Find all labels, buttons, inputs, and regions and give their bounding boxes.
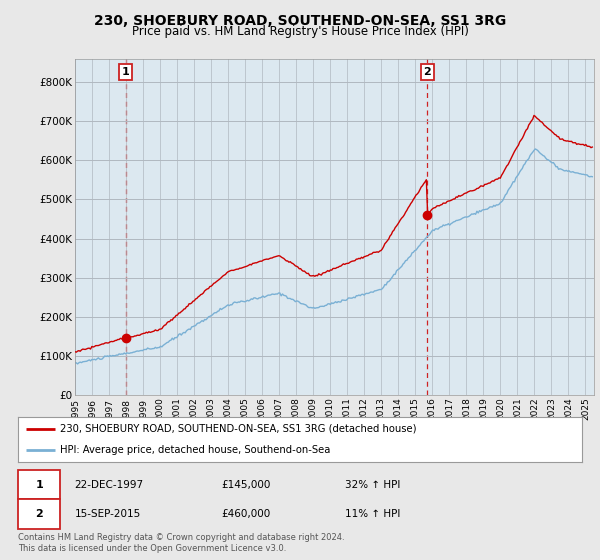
Text: Contains HM Land Registry data © Crown copyright and database right 2024.
This d: Contains HM Land Registry data © Crown c… [18,533,344,553]
Text: 2: 2 [35,509,43,519]
FancyBboxPatch shape [18,470,60,500]
Text: 230, SHOEBURY ROAD, SOUTHEND-ON-SEA, SS1 3RG: 230, SHOEBURY ROAD, SOUTHEND-ON-SEA, SS1… [94,14,506,28]
Text: HPI: Average price, detached house, Southend-on-Sea: HPI: Average price, detached house, Sout… [60,445,331,455]
Text: 11% ↑ HPI: 11% ↑ HPI [345,509,400,519]
Text: £145,000: £145,000 [221,480,271,490]
FancyBboxPatch shape [18,500,60,529]
Text: 15-SEP-2015: 15-SEP-2015 [74,509,140,519]
Text: 1: 1 [35,480,43,490]
Text: £460,000: £460,000 [221,509,270,519]
Text: Price paid vs. HM Land Registry's House Price Index (HPI): Price paid vs. HM Land Registry's House … [131,25,469,38]
Text: 2: 2 [424,67,431,77]
Text: 32% ↑ HPI: 32% ↑ HPI [345,480,400,490]
Text: 22-DEC-1997: 22-DEC-1997 [74,480,143,490]
Text: 230, SHOEBURY ROAD, SOUTHEND-ON-SEA, SS1 3RG (detached house): 230, SHOEBURY ROAD, SOUTHEND-ON-SEA, SS1… [60,424,417,434]
Text: 1: 1 [122,67,130,77]
